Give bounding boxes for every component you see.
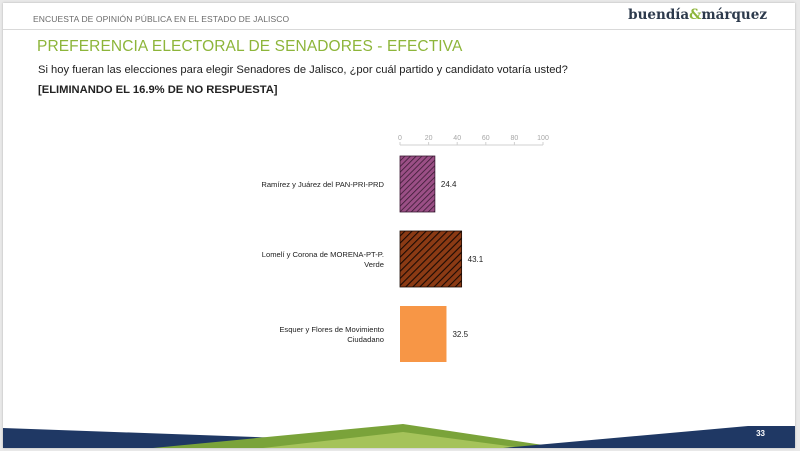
bar-chart: 0 20 40 60 80 100 24.4 Ramírez y Juárez del PAN… [261,135,549,362]
survey-title: ENCUESTA DE OPINIÓN PÚBLICA EN EL ESTADO… [33,14,290,24]
bar-value-label: 43.1 [468,255,484,264]
category-label-line: Ciudadano [347,335,384,344]
non-response-note: [ELIMINANDO EL 16.9% DE NO RESPUESTA] [38,84,278,96]
x-tick-label: 20 [425,135,433,142]
footer-band [3,424,795,448]
brand-logo: buendía&márquez [628,7,767,23]
slide: ENCUESTA DE OPINIÓN PÚBLICA EN EL ESTADO… [3,3,795,448]
category-label: Esquer y Flores de Movimiento Ciudadano [279,325,384,344]
bar [399,230,463,288]
category-label: Lomelí y Corona de MORENA-PT-P. Verde [262,250,384,269]
bar-value-label: 24.4 [441,180,457,189]
category-label-line: Lomelí y Corona de MORENA-PT-P. [262,250,384,259]
x-tick-label: 40 [453,135,461,142]
page-number: 33 [756,429,765,438]
category-label-line: Verde [364,260,384,269]
x-tick-label: 60 [482,135,490,142]
x-tick-label: 80 [511,135,519,142]
brand-name-right: márquez [701,7,767,23]
question-text: Si hoy fueran las elecciones para elegir… [38,64,568,76]
brand-name-left: buendía [628,7,690,23]
page-title: PREFERENCIA ELECTORAL DE SENADORES - EFE… [37,38,463,55]
bar-value-label: 32.5 [452,330,468,339]
category-label: Ramírez y Juárez del PAN-PRI-PRD [261,180,384,189]
category-label-line: Esquer y Flores de Movimiento [279,325,384,334]
category-label-line: Ramírez y Juárez del PAN-PRI-PRD [261,180,384,189]
bar [399,155,436,213]
header-divider [3,29,795,30]
brand-ampersand: & [689,7,702,23]
x-tick-label: 0 [398,135,402,142]
x-tick-label: 100 [537,135,549,142]
bar [400,306,447,362]
